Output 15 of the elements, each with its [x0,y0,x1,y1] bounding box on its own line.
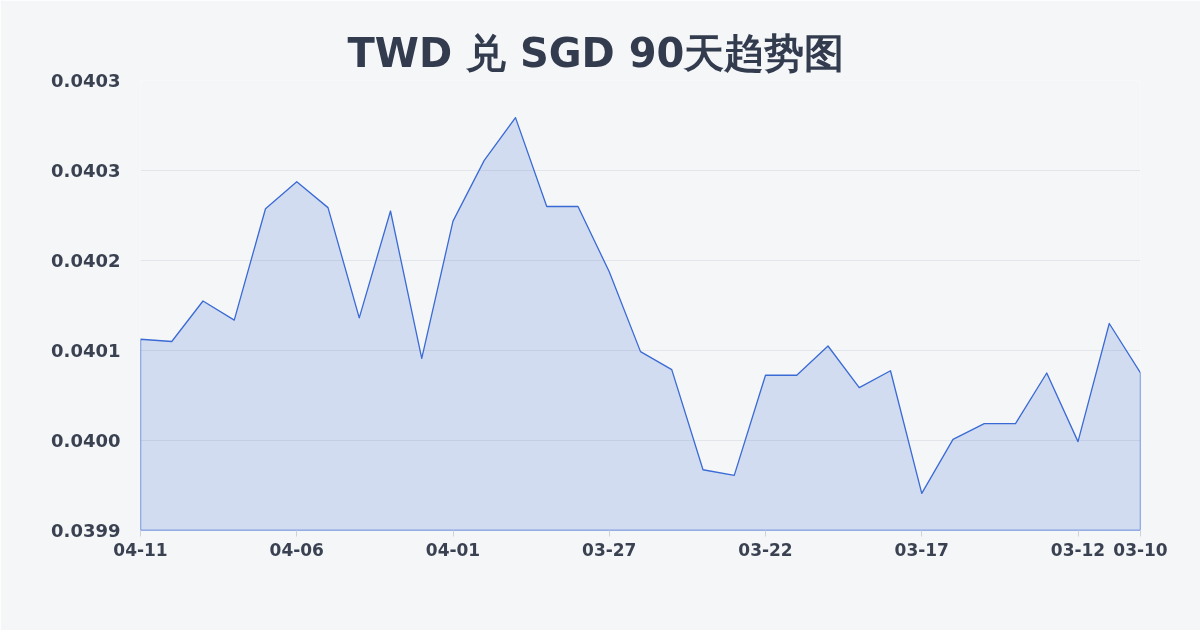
x-tick-label: 04-06 [269,539,324,560]
y-tick-label: 0.0400 [51,430,121,451]
y-tick-label: 0.0401 [51,340,121,361]
x-tick-label: 03-12 [1050,539,1106,560]
x-tick-label: 04-11 [113,539,168,560]
x-tick-label: 04-01 [425,539,481,560]
x-tick-label: 03-27 [582,539,637,560]
y-tick-label: 0.0403 [51,160,121,181]
x-tick-label: 03-22 [738,539,793,560]
x-tick-label: 03-10 [1113,539,1168,560]
y-tick-label: 0.0399 [51,520,121,541]
x-tick-label: 03-17 [894,539,949,560]
y-tick-label: 0.0402 [51,250,121,271]
y-tick-label: 0.0403 [51,70,121,91]
chart-title: TWD 兑 SGD 90天趋势图 [347,29,845,76]
